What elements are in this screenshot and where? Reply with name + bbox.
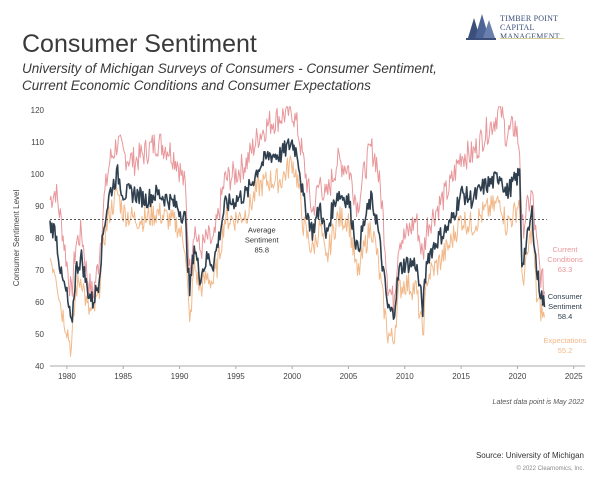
average-value-label: 85.8 [254,245,269,254]
x-tick-label: 1980 [58,372,76,381]
average-label-line2: Sentiment [245,235,280,244]
x-tick-label: 1995 [227,372,245,381]
y-axis-title: Consumer Sentiment Level [12,190,21,287]
y-tick-label: 80 [35,234,44,243]
copyright-text: © 2022 Clearnomics, Inc. [516,466,584,472]
y-tick-label: 100 [31,170,45,179]
series-label-current_conditions: Conditions [547,255,583,264]
x-tick-label: 1990 [171,372,189,381]
series-end-value-current_conditions: 63.3 [558,265,573,274]
y-tick-label: 120 [31,106,45,115]
brand-logo: Timber Point Capital Management [466,14,596,44]
series-line-consumer_sentiment [49,138,546,323]
brand-name: Timber Point Capital Management [500,14,596,41]
y-tick-label: 60 [35,298,44,307]
chart-series [49,106,546,357]
brand-name-line2: Capital Management [500,23,560,41]
x-tick-label: 2020 [509,372,527,381]
series-line-current_conditions [49,106,545,315]
x-tick-label: 2010 [396,372,414,381]
page-subtitle: University of Michigan Surveys of Consum… [22,61,437,93]
page-title: Consumer Sentiment [22,30,257,58]
x-tick-label: 1985 [114,372,132,381]
brand-divider [500,38,564,39]
average-label-line1: Average [248,225,276,234]
average-label-bg [235,223,288,258]
series-end-value-expectations: 55.2 [558,346,573,355]
y-tick-label: 70 [35,266,44,275]
x-tick-label: 2005 [340,372,358,381]
y-tick-label: 50 [35,330,44,339]
y-tick-label: 90 [35,202,44,211]
series-label-consumer_sentiment: Consumer [548,292,583,301]
series-label-current_conditions: Current [552,245,578,254]
y-tick-label: 40 [35,362,44,371]
series-line-expectations [49,155,545,357]
x-tick-label: 2000 [283,372,301,381]
chart-axes: 40 50 60 70 80 90 100 110 120 1980 1985 1990 1995 200… [12,106,585,381]
x-tick-label: 2015 [452,372,470,381]
tree-logo-icon [466,14,496,40]
source-text: Source: University of Michigan [475,451,584,460]
series-end-value-consumer_sentiment: 58.4 [558,312,573,321]
latest-data-note: Latest data point is May 2022 [492,399,584,406]
x-tick-label: 2025 [565,372,583,381]
y-tick-label: 110 [31,138,44,147]
brand-name-line1: Timber Point [500,14,559,23]
series-label-consumer_sentiment: Sentiment [548,302,583,311]
series-label-expectations: Expectations [544,336,587,345]
